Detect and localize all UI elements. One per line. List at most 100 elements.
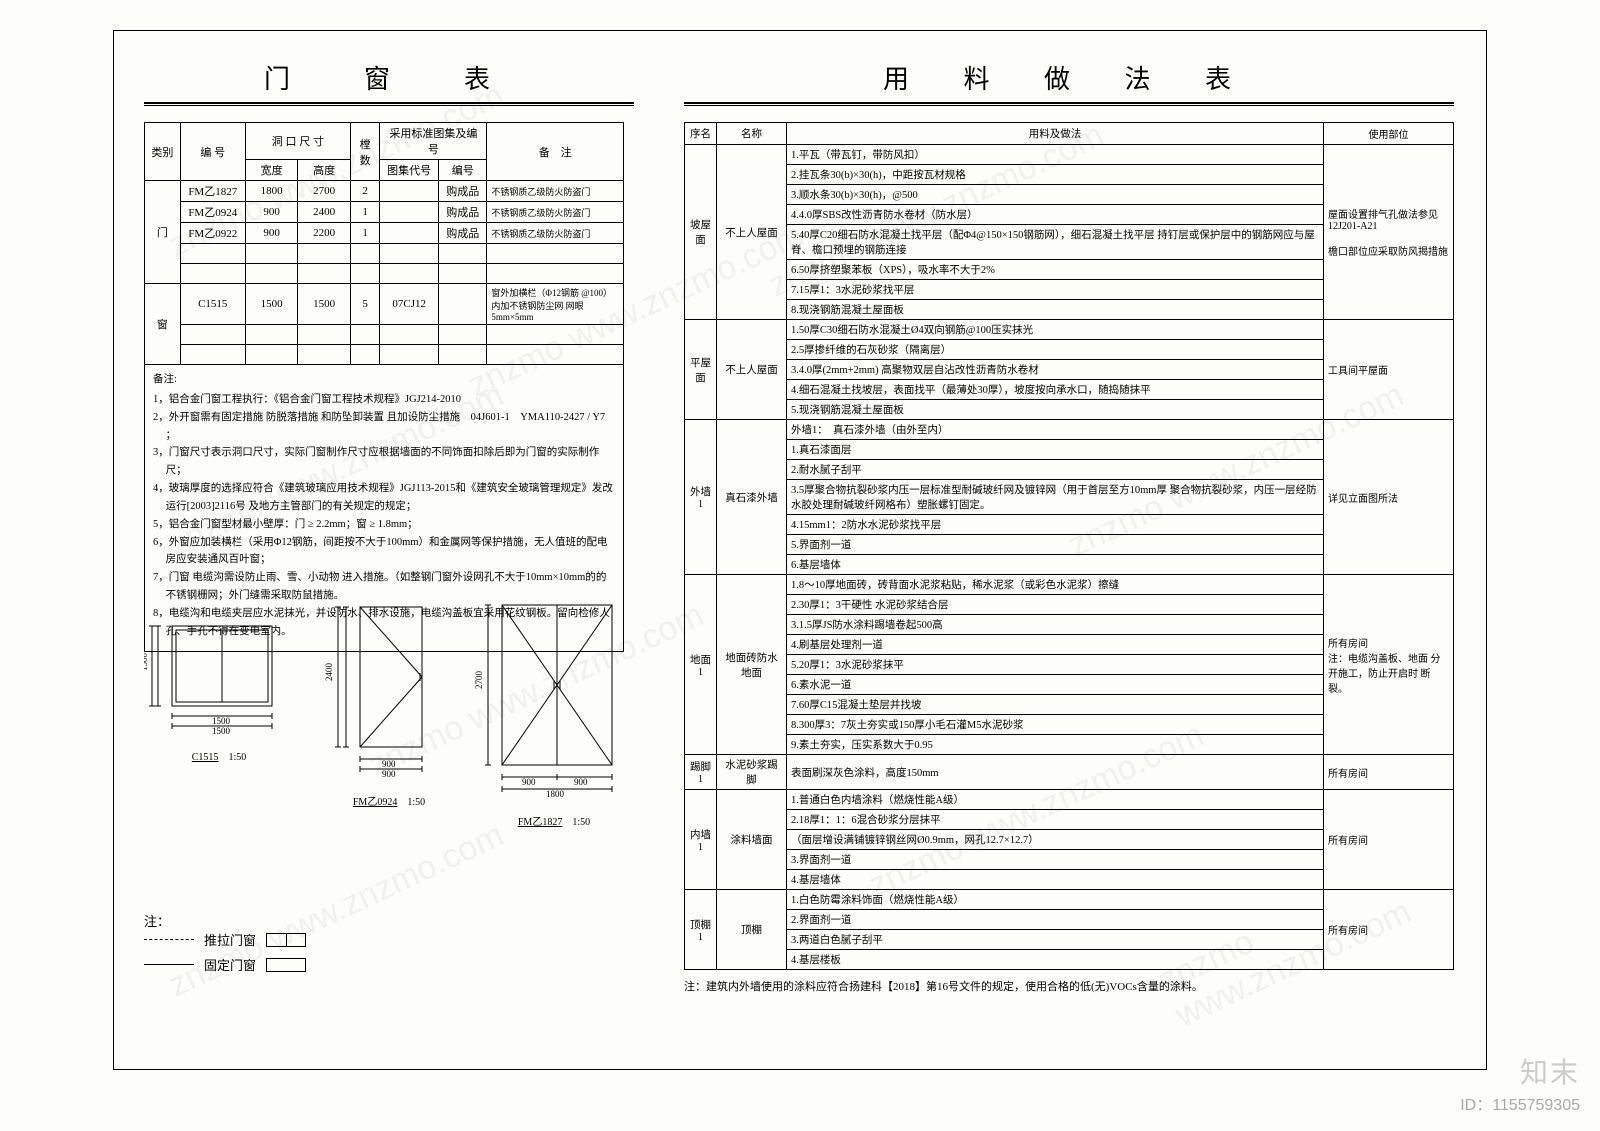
svg-text:900: 900: [522, 777, 536, 787]
section-no: 顶棚 1: [685, 890, 717, 970]
dash-icon: [144, 939, 194, 940]
fixed-symbol: [266, 958, 306, 972]
type-cell: 门: [145, 181, 181, 284]
fig-label: FM乙0924: [353, 797, 397, 808]
cell: 1: [350, 223, 379, 244]
cell: FM乙1827: [180, 181, 245, 202]
cell: 购成品: [439, 223, 487, 244]
sheet: znzmo www.znzmo.com znzmo www.znzmo.com …: [0, 0, 1600, 1131]
fig-fm0924: 2400 900 900 FM乙0924 1:50: [324, 601, 454, 808]
cell: [180, 325, 245, 345]
method-cell: 5.界面剂一道: [787, 535, 1324, 555]
section-name: 地面砖防水地面: [717, 575, 787, 755]
cell: 购成品: [439, 181, 487, 202]
section-no: 地面 1: [685, 575, 717, 755]
cell: 1500: [245, 284, 298, 325]
method-cell: 1.真石漆面层: [787, 440, 1324, 460]
th-h: 高度: [298, 160, 351, 181]
material-table: 序名 名称 用料及做法 使用部位 坡屋面不上人屋面 1.平瓦（带瓦钉，带防风扣）屋…: [684, 122, 1454, 970]
use-cell: 屋面设置排气孔做法参见 12J201-A21 檐口部位应采取防风揭措施: [1324, 145, 1454, 320]
cell: [380, 223, 439, 244]
method-cell: 8.现浇钢筋混凝土屋面板: [787, 300, 1324, 320]
method-cell: 3.顺水条30(b)×30(h)，@500: [787, 185, 1324, 205]
section-no: 踢脚 1: [685, 755, 717, 790]
section-no: 平屋面: [685, 320, 717, 420]
th-name: 名称: [717, 123, 787, 145]
cell: [180, 264, 245, 284]
cell: 2200: [298, 223, 351, 244]
line-icon: [144, 964, 194, 965]
method-cell: 1.平瓦（带瓦钉，带防风扣）: [787, 145, 1324, 165]
fig-scale: 1:50: [572, 817, 590, 828]
method-cell: 2.5厚掺纤维的石灰砂浆（隔离层）: [787, 340, 1324, 360]
cell: 不锈钢质乙级防火防盗门: [487, 181, 624, 202]
method-cell: 4.细石混凝土找坡层，表面找平（最薄处30厚），坡度按向承水口，随捣随抹平: [787, 380, 1324, 400]
cell: [245, 264, 298, 284]
method-cell: 4.基层楼板: [787, 950, 1324, 970]
method-cell: 2.界面剂一道: [787, 910, 1324, 930]
section-no: 坡屋面: [685, 145, 717, 320]
fig-scale: 1:50: [407, 797, 425, 808]
use-cell: 所有房间: [1324, 890, 1454, 970]
cell: [487, 264, 624, 284]
title-rule: [144, 102, 634, 106]
th-w: 宽度: [245, 160, 298, 181]
method-cell: 1.普通白色内墙涂料（燃烧性能A级）: [787, 790, 1324, 810]
cell: 2: [350, 181, 379, 202]
th-no: 序名: [685, 123, 717, 145]
cell: [350, 244, 379, 264]
cell: [439, 244, 487, 264]
svg-text:2400: 2400: [324, 663, 334, 682]
remark-item: 4，玻璃厚度的选择应符合《建筑玻璃应用技术规程》JGJ113-2015和《建筑安…: [166, 480, 615, 516]
svg-text:1500: 1500: [212, 716, 231, 726]
cell: 07CJ12: [380, 284, 439, 325]
method-cell: 7.60厚C15混凝土垫层并找坡: [787, 695, 1324, 715]
legend-fixed: 固定门窗: [204, 955, 256, 974]
left-title: 门 窗 表: [144, 59, 634, 96]
section-name: 不上人屋面: [717, 320, 787, 420]
cell: 1500: [298, 284, 351, 325]
method-cell: 1.白色防霉涂料饰面（燃烧性能A级）: [787, 890, 1324, 910]
remark-item: 5，铝合金门窗型材最小壁厚：门 ≥ 2.2mm；窗 ≥ 1.8mm；: [166, 516, 615, 534]
id-mark: 知末 ID：1155759305: [1460, 1051, 1580, 1115]
remark-head: 备注:: [153, 371, 615, 389]
remark-item: 7，门窗 电缆沟需设防止雨、雪、小动物 进入措施。（如整钢门窗外设网孔不大于10…: [166, 569, 615, 605]
th-qty: 樘数: [350, 123, 379, 181]
method-cell: 外墙1： 真石漆外墙（由外至内）: [787, 420, 1324, 440]
th-dim: 洞 口 尺 寸: [245, 123, 350, 160]
cell: [439, 264, 487, 284]
method-cell: 3.4.0厚(2mm+2mm) 高聚物双层自沾改性沥青防水卷材: [787, 360, 1324, 380]
cell: [439, 345, 487, 365]
th-use: 使用部位: [1324, 123, 1454, 145]
method-cell: 4.基层墙体: [787, 870, 1324, 890]
method-cell: 8.300厚3：7灰土夯实或150厚小毛石灌M5水泥砂浆: [787, 715, 1324, 735]
method-cell: 1.50厚C30细石防水混凝土Ø4双向钢筋@100压实抹光: [787, 320, 1324, 340]
svg-text:1800: 1800: [546, 789, 565, 799]
method-cell: 2.挂瓦条30(b)×30(h)，中距按瓦材规格: [787, 165, 1324, 185]
cell: FM乙0924: [180, 202, 245, 223]
cell: C1515: [180, 284, 245, 325]
remark-item: 6，外窗应加装横栏（采用Φ12钢筋，间距按不大于100mm）和金属网等保护措施，…: [166, 534, 615, 570]
method-cell: 3.1.5厚JS防水涂料踢墙卷起500高: [787, 615, 1324, 635]
th-type: 类别: [145, 123, 181, 181]
cell: 900: [245, 202, 298, 223]
drawing-frame: znzmo www.znzmo.com znzmo www.znzmo.com …: [113, 30, 1487, 1070]
cell: [487, 345, 624, 365]
cell: 1800: [245, 181, 298, 202]
cell: [439, 325, 487, 345]
method-cell: 5.40厚C20细石防水混凝土找平层（配Φ4@150×150钢筋网），细石混凝土…: [787, 225, 1324, 260]
method-cell: 7.15厚1：3水泥砂浆找平层: [787, 280, 1324, 300]
method-cell: 2.耐水腻子刮平: [787, 460, 1324, 480]
cell: 900: [245, 223, 298, 244]
svg-text:900: 900: [382, 769, 396, 779]
cell: 2400: [298, 202, 351, 223]
th-note: 备 注: [487, 123, 624, 181]
svg-text:2700: 2700: [474, 671, 484, 690]
th-method: 用料及做法: [787, 123, 1324, 145]
method-cell: 表面刷深灰色涂料，高度150mm: [787, 755, 1324, 790]
cell: 不锈钢质乙级防火防盗门: [487, 202, 624, 223]
method-cell: 4.刷基层处理剂一道: [787, 635, 1324, 655]
cell: [380, 264, 439, 284]
cell: 2700: [298, 181, 351, 202]
brand: 知末: [1460, 1051, 1580, 1091]
